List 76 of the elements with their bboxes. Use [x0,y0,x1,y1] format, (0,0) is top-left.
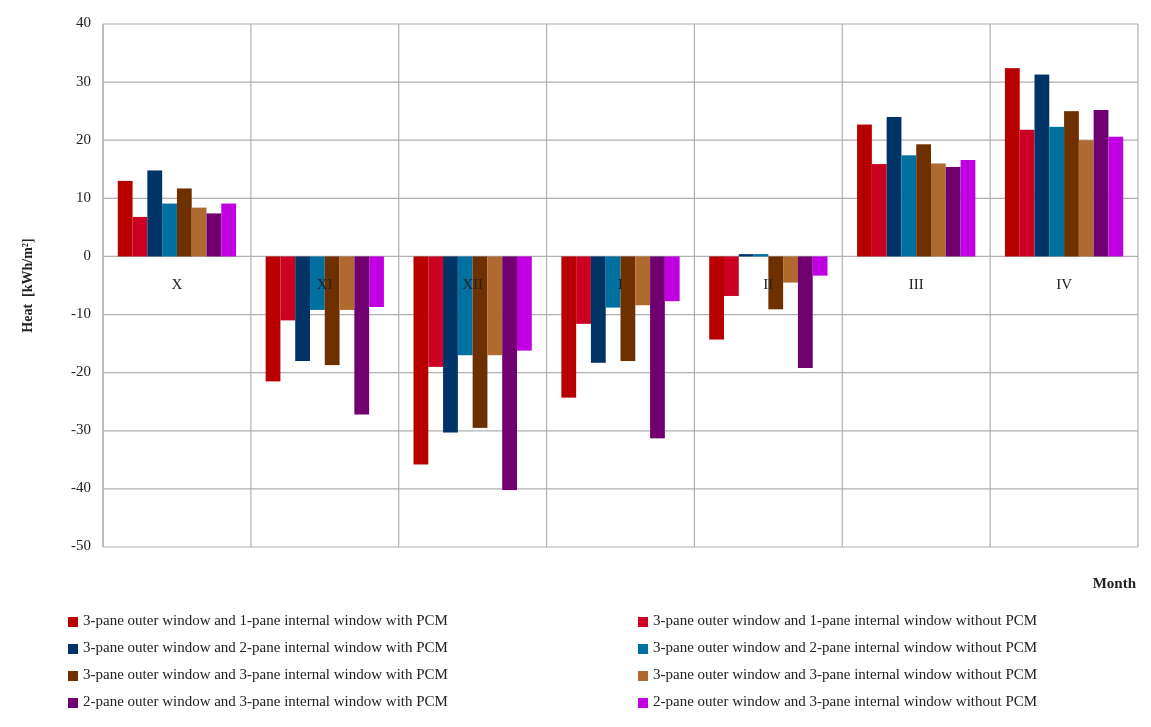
x-tick-label: XII [462,276,484,293]
y-tick-label: 10 [76,188,91,205]
bar [561,256,577,398]
bar [724,256,739,296]
x-tick-label: III [908,276,924,293]
bar [221,203,237,257]
bar [369,256,384,307]
bar [576,256,591,324]
x-tick-label: X [171,276,183,293]
bar [605,256,621,308]
y-tick-label: -20 [71,363,91,380]
y-axis-title: Heat [kWh/m²] [20,238,35,333]
bar [428,256,444,367]
bar [590,256,606,363]
bar [931,163,946,257]
bar [1093,110,1109,257]
bar [502,256,517,491]
y-tick-label: 40 [76,14,91,31]
bar [901,155,917,257]
bar [206,213,222,257]
bar [1078,140,1094,257]
bar [413,256,429,465]
x-tick-label: IV [1056,276,1073,293]
legend-label: 2-pane outer window and 3-pane internal window with PCM [83,693,448,710]
legend-label: 3-pane outer window and 3-pane internal window with PCM [83,666,448,683]
bar [1108,136,1124,257]
bar [443,256,458,433]
bar [176,188,192,257]
bar [664,256,680,302]
bar [783,256,798,283]
x-axis-title: Month [1092,575,1137,591]
legend-label: 3-pane outer window and 2-pane internal window with PCM [83,639,448,656]
bar [635,256,651,306]
x-tick-label: XI [316,276,333,293]
legend-label: 3-pane outer window and 2-pane internal window without PCM [653,639,1038,656]
bar [857,124,872,257]
y-tick-label: 30 [76,72,91,89]
bar [517,256,532,351]
bar [147,170,163,257]
bar [339,256,355,310]
bar [117,180,133,257]
y-tick-label: -50 [71,537,91,554]
legend-label: 2-pane outer window and 3-pane internal window without PCM [653,693,1038,710]
bar [1004,68,1020,257]
bar [191,207,207,257]
bar [709,256,724,340]
y-tick-label: 20 [76,130,91,147]
bar [1049,126,1065,257]
bar [812,256,828,276]
bar [871,164,887,257]
y-tick-label: -10 [71,304,91,321]
bar [620,256,636,362]
y-tick-label: 0 [83,246,91,263]
bar [265,256,281,382]
legend-label: 3-pane outer window and 3-pane internal window without PCM [653,666,1038,683]
bar [916,144,931,257]
bar [1064,111,1079,257]
bar [650,256,665,439]
bar [960,159,976,257]
x-tick-label: II [763,276,774,293]
legend-label: 3-pane outer window and 1-pane internal window without PCM [653,612,1038,629]
bar [1034,74,1050,257]
bar [162,203,177,257]
y-tick-label: -40 [71,479,91,496]
x-tick-label: I [618,276,623,293]
y-tick-label: -30 [71,421,91,438]
bar [487,256,503,356]
bar [886,116,902,257]
bar [132,216,148,257]
bar [797,256,813,369]
bar [945,166,961,257]
bar [1019,129,1035,257]
bar [354,256,370,415]
legend-label: 3-pane outer window and 1-pane internal window with PCM [83,612,448,629]
bar [295,256,310,362]
bar [280,256,296,321]
